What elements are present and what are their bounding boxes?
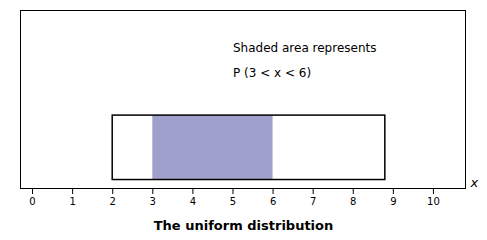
svg-text:Shaded area represents: Shaded area represents	[233, 41, 377, 55]
svg-text:4: 4	[190, 196, 196, 207]
svg-text:7: 7	[310, 196, 316, 207]
svg-text:5: 5	[230, 196, 236, 207]
svg-text:1: 1	[69, 196, 75, 207]
html-text:The uniform distribution: The uniform distribution	[153, 218, 334, 233]
svg-text:10: 10	[427, 196, 440, 207]
svg-text:8: 8	[350, 196, 356, 207]
svg-text:2: 2	[110, 196, 116, 207]
svg-text:6: 6	[270, 196, 276, 207]
svg-text:x: x	[470, 175, 479, 190]
svg-text:P (3 < x < 6): P (3 < x < 6)	[233, 66, 311, 80]
svg-text:3: 3	[150, 196, 156, 207]
svg-text:0: 0	[29, 196, 35, 207]
svg-text:9: 9	[390, 196, 396, 207]
